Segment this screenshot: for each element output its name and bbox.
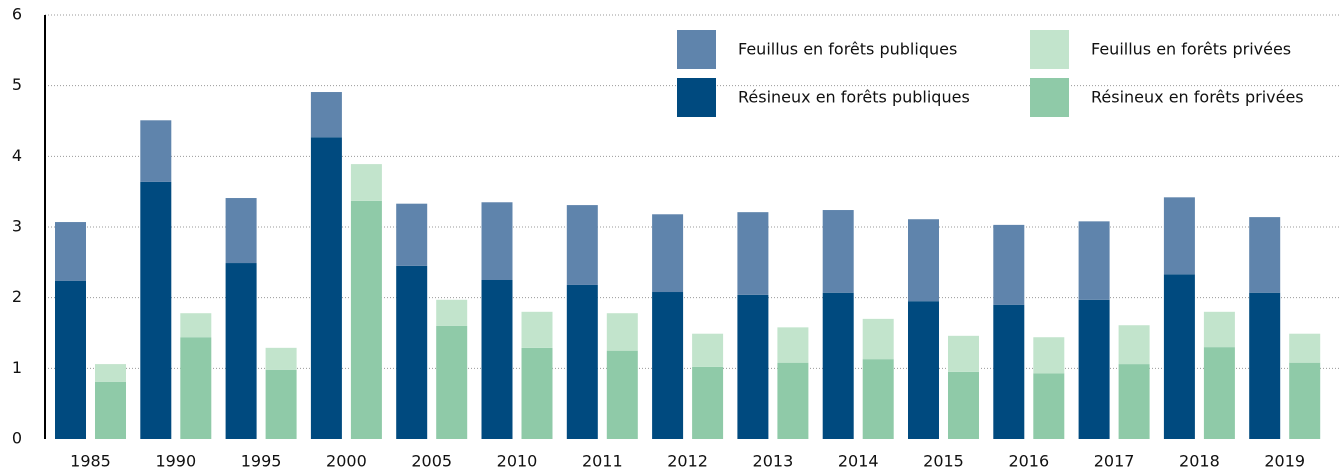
legend-swatch: [1030, 78, 1069, 117]
bar-segment: [822, 292, 854, 439]
bar-segment: [265, 347, 297, 370]
y-tick-label: 2: [12, 287, 22, 306]
bar-segment: [737, 212, 769, 295]
bar-segment: [521, 311, 553, 348]
bar-segment: [1249, 292, 1281, 439]
bar-segment: [1203, 347, 1235, 439]
bar-segment: [1118, 325, 1150, 365]
bar-segment: [481, 280, 513, 439]
bar-segment: [350, 200, 382, 439]
bar-segment: [993, 304, 1025, 439]
bar-segment: [1203, 311, 1235, 348]
x-tick-label: 2017: [1094, 452, 1135, 471]
bar-segment: [140, 120, 172, 182]
bar-segment: [521, 347, 553, 439]
x-tick-label: 2014: [838, 452, 879, 471]
bar-segment: [1078, 299, 1110, 439]
bar-segment: [55, 280, 86, 439]
x-tick-label: 2019: [1264, 452, 1305, 471]
bar-segment: [396, 203, 428, 266]
bar-segment: [95, 381, 126, 439]
bar-segment: [436, 325, 468, 439]
bar-segment: [310, 137, 342, 439]
bar-segment: [1078, 221, 1110, 300]
bar-segment: [1289, 362, 1321, 439]
bar-segment: [822, 210, 854, 293]
bar-segment: [606, 350, 638, 439]
bar-segment: [948, 335, 979, 372]
x-tick-label: 2000: [326, 452, 367, 471]
bar-segment: [566, 205, 598, 285]
bar-segment: [948, 371, 979, 439]
bar-segment: [862, 318, 894, 360]
bar-segment: [396, 265, 428, 439]
y-tick-label: 5: [12, 75, 22, 94]
bar-segment: [1163, 274, 1195, 439]
bar-segment: [436, 299, 468, 326]
legend-label: Résineux en forêts publiques: [738, 88, 970, 107]
bar-segment: [481, 202, 513, 280]
y-tick-label: 4: [12, 146, 22, 165]
bar-segment: [908, 301, 939, 439]
bar-segment: [1033, 337, 1065, 374]
x-tick-label: 1995: [241, 452, 282, 471]
bar-segment: [180, 337, 212, 439]
bar-segment: [652, 292, 684, 439]
x-tick-label: 2010: [497, 452, 538, 471]
x-tick-label: 2016: [1008, 452, 1049, 471]
bar-segment: [606, 313, 638, 351]
bar-segment: [862, 359, 894, 439]
legend-label: Feuillus en forêts publiques: [738, 40, 957, 59]
legend-swatch: [677, 30, 716, 69]
bar-segment: [310, 92, 342, 138]
x-tick-label: 2013: [753, 452, 794, 471]
bar-segment: [777, 327, 809, 363]
x-tick-label: 2005: [411, 452, 452, 471]
x-tick-label: 2012: [667, 452, 708, 471]
bar-segment: [350, 164, 382, 201]
y-tick-label: 0: [12, 429, 22, 448]
x-tick-label: 1990: [155, 452, 196, 471]
bar-segment: [1249, 217, 1281, 293]
y-tick-label: 6: [12, 5, 22, 24]
bar-segment: [692, 333, 724, 367]
bar-segment: [95, 364, 126, 382]
legend-label: Résineux en forêts privées: [1091, 88, 1304, 107]
x-tick-label: 2018: [1179, 452, 1220, 471]
bar-segment: [993, 224, 1025, 305]
bar-segment: [1033, 373, 1065, 439]
bar-segment: [140, 181, 172, 440]
bar-segment: [180, 313, 212, 338]
legend-label: Feuillus en forêts privées: [1091, 40, 1291, 59]
legend-swatch: [677, 78, 716, 117]
bar-segment: [737, 294, 769, 439]
bar-segment: [777, 362, 809, 439]
bar-segment: [652, 214, 684, 293]
bar-segment: [225, 263, 257, 439]
x-tick-label: 2011: [582, 452, 623, 471]
legend-swatch: [1030, 30, 1069, 69]
y-tick-label: 3: [12, 217, 22, 236]
bar-segment: [265, 369, 297, 439]
bar-segment: [1163, 197, 1195, 275]
bar-segment: [55, 222, 86, 281]
bar-segment: [566, 284, 598, 439]
x-tick-label: 2015: [923, 452, 964, 471]
bar-segment: [1289, 333, 1321, 363]
bar-segment: [692, 366, 724, 439]
bar-segment: [908, 219, 939, 302]
bar-segment: [225, 198, 257, 264]
y-tick-label: 1: [12, 358, 22, 377]
bar-segment: [1118, 364, 1150, 439]
x-tick-label: 1985: [70, 452, 111, 471]
